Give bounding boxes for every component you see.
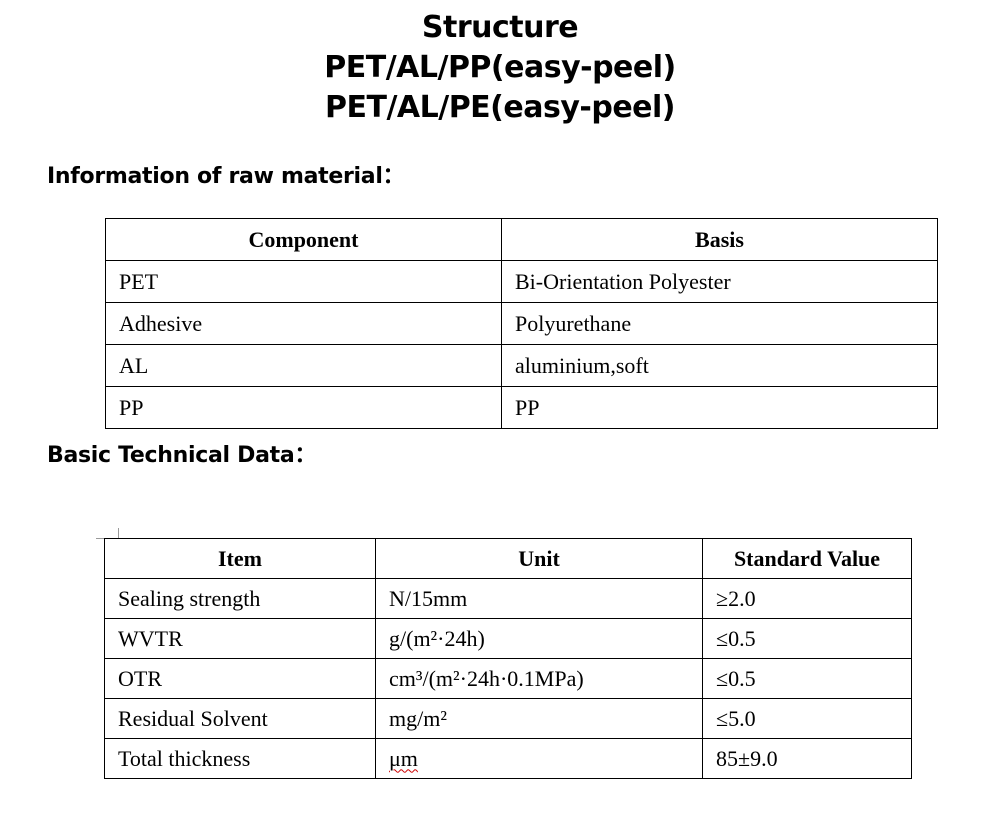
title-structure: Structure — [421, 10, 579, 45]
table-cell: cm³/(m²·24h·0.1MPa) — [375, 658, 703, 699]
table-row: AL aluminium,soft — [105, 344, 938, 387]
table-cell: g/(m²·24h) — [375, 618, 703, 659]
table-row: OTR cm³/(m²·24h·0.1MPa) ≤0.5 — [104, 658, 912, 699]
table-row: WVTR g/(m²·24h) ≤0.5 — [104, 618, 912, 659]
table-cell: ≤0.5 — [702, 658, 912, 699]
title-structure-pe: PET/AL/PE(easy-peel) — [325, 90, 676, 125]
technical-data-table: Item Unit Standard Value Sealing strengt… — [104, 538, 912, 779]
column-header-component: Component — [105, 218, 502, 261]
column-header-item: Item — [104, 538, 376, 579]
raw-material-table: Component Basis PET Bi-Orientation Polye… — [105, 218, 938, 429]
table-row: PET Bi-Orientation Polyester — [105, 260, 938, 303]
table-cell: Residual Solvent — [104, 698, 376, 739]
table-row: Adhesive Polyurethane — [105, 302, 938, 345]
raw-material-heading: Information of raw material： — [47, 164, 405, 189]
table-cell: WVTR — [104, 618, 376, 659]
column-header-unit: Unit — [375, 538, 703, 579]
table-header-row: Component Basis — [105, 218, 938, 261]
table-header-row: Item Unit Standard Value — [104, 538, 912, 579]
table-cell: AL — [105, 344, 502, 387]
page-title: Structure PET/AL/PP(easy-peel) PET/AL/PE… — [0, 8, 1000, 128]
table-cell: PP — [105, 386, 502, 429]
title-structure-pp: PET/AL/PP(easy-peel) — [324, 50, 676, 85]
table-row: Residual Solvent mg/m² ≤5.0 — [104, 698, 912, 739]
table-cell: PET — [105, 260, 502, 303]
table-row: Total thickness μm 85±9.0 — [104, 738, 912, 779]
table-cell: 85±9.0 — [702, 738, 912, 779]
table-cell: aluminium,soft — [501, 344, 938, 387]
table-cell: ≤0.5 — [702, 618, 912, 659]
table-cell: OTR — [104, 658, 376, 699]
spellcheck-underlined-text: μm — [389, 745, 418, 771]
table-cell: ≤5.0 — [702, 698, 912, 739]
technical-data-heading: Basic Technical Data： — [47, 443, 317, 468]
table-cell: Polyurethane — [501, 302, 938, 345]
column-header-basis: Basis — [501, 218, 938, 261]
table-cell: Total thickness — [104, 738, 376, 779]
table-row: Sealing strength N/15mm ≥2.0 — [104, 578, 912, 619]
table-cell: ≥2.0 — [702, 578, 912, 619]
table-cell: Bi-Orientation Polyester — [501, 260, 938, 303]
table-cell: PP — [501, 386, 938, 429]
table-cell: mg/m² — [375, 698, 703, 739]
column-header-standard-value: Standard Value — [702, 538, 912, 579]
table-cell: μm — [375, 738, 703, 779]
table-cell: Sealing strength — [104, 578, 376, 619]
table-row: PP PP — [105, 386, 938, 429]
table-cell: Adhesive — [105, 302, 502, 345]
table-cell: N/15mm — [375, 578, 703, 619]
